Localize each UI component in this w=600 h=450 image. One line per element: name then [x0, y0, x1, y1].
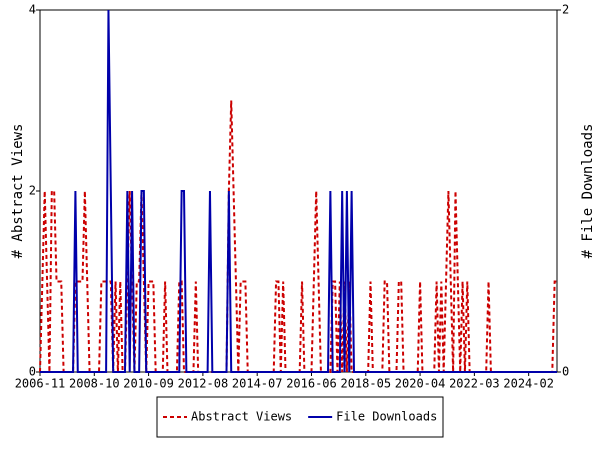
x-tick-label: 2006-11: [15, 377, 66, 391]
y-axis-label: # Abstract Views: [10, 124, 26, 259]
x-tick-label: 2014-07: [232, 377, 283, 391]
legend-box: [156, 396, 444, 438]
x-tick-label: 2024-02: [503, 377, 554, 391]
x-tick-label: 2022-03: [449, 377, 500, 391]
legend-label: Abstract Views: [191, 410, 292, 424]
y-tick-label: 2: [29, 184, 36, 198]
y-tick-label: 0: [29, 365, 36, 379]
x-tick-label: 2018-05: [340, 377, 391, 391]
x-tick-label: 2012-08: [178, 377, 229, 391]
series-line: [40, 9, 557, 373]
x-tick-label: 2016-06: [286, 377, 337, 391]
y2-tick-label: 0: [562, 365, 569, 379]
x-tick-label: 2008-10: [69, 377, 120, 391]
x-tick-label: 2020-04: [395, 377, 446, 391]
y-tick-label: 4: [29, 3, 36, 17]
y2-axis-label: # File Downloads: [580, 124, 596, 259]
legend-label: File Downloads: [336, 410, 437, 424]
y2-tick-label: 2: [562, 3, 569, 17]
x-tick-label: 2010-09: [123, 377, 174, 391]
